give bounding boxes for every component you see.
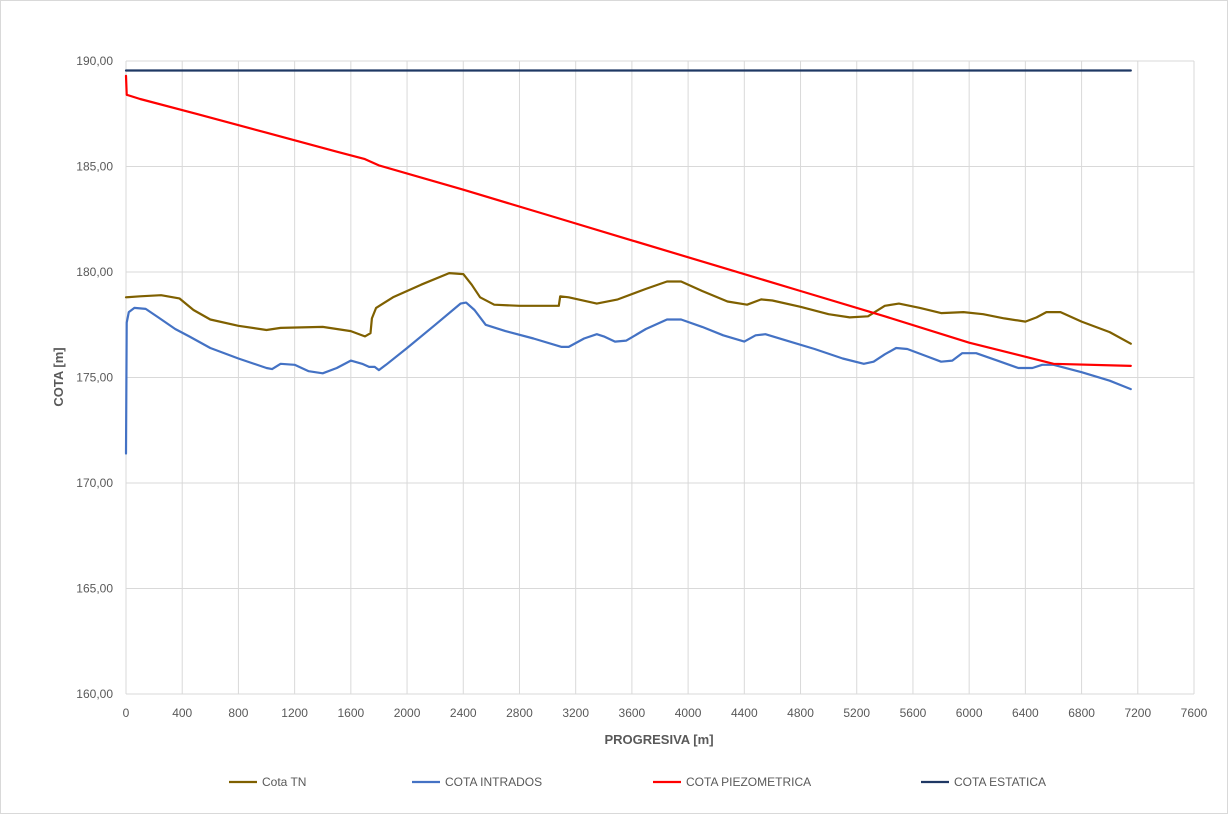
x-tick-label: 4400 [731, 706, 758, 720]
y-tick-label: 190,00 [76, 54, 113, 68]
x-tick-label: 7600 [1181, 706, 1208, 720]
x-tick-label: 6800 [1068, 706, 1095, 720]
y-tick-label: 185,00 [76, 160, 113, 174]
y-axis-title: COTA [m] [51, 347, 66, 406]
x-tick-label: 400 [172, 706, 192, 720]
y-tick-labels: 160,00 165,00 170,00 175,00 180,00 185,00 190,… [76, 54, 113, 701]
y-tick-label: 175,00 [76, 371, 113, 385]
series-line-2 [124, 301, 1132, 455]
series-lines [124, 69, 1132, 455]
legend-label-2: COTA INTRADOS [445, 775, 542, 789]
x-tick-label: 2400 [450, 706, 477, 720]
x-tick-label: 1600 [337, 706, 364, 720]
y-tick-label: 170,00 [76, 476, 113, 490]
series-line-3 [124, 74, 1132, 367]
y-tick-label: 165,00 [76, 582, 113, 596]
x-tick-label: 800 [228, 706, 248, 720]
x-tick-label: 1200 [281, 706, 308, 720]
legend-label-1: Cota TN [262, 775, 306, 789]
x-tick-label: 4800 [787, 706, 814, 720]
x-tick-label: 5600 [900, 706, 927, 720]
grid-lines [125, 60, 1195, 695]
x-tick-label: 3600 [619, 706, 646, 720]
x-tick-label: 2800 [506, 706, 533, 720]
x-tick-label: 6000 [956, 706, 983, 720]
y-tick-label: 160,00 [76, 687, 113, 701]
x-tick-label: 6400 [1012, 706, 1039, 720]
x-tick-label: 0 [123, 706, 130, 720]
legend: Cota TN COTA INTRADOS COTA PIEZOMETRICA COT… [229, 775, 1046, 789]
x-tick-label: 2000 [394, 706, 421, 720]
x-tick-label: 3200 [562, 706, 589, 720]
x-axis-title: PROGRESIVA [m] [604, 732, 713, 747]
y-tick-label: 180,00 [76, 265, 113, 279]
series-line-1 [124, 272, 1132, 345]
x-tick-label: 4000 [675, 706, 702, 720]
x-tick-label: 7200 [1124, 706, 1151, 720]
x-tick-labels: 0 400 800 1200 1600 2000 2400 2800 3200 3600 4000 4… [123, 706, 1208, 720]
x-tick-label: 5200 [843, 706, 870, 720]
legend-label-3: COTA PIEZOMETRICA [686, 775, 811, 789]
legend-label-4: COTA ESTATICA [954, 775, 1046, 789]
